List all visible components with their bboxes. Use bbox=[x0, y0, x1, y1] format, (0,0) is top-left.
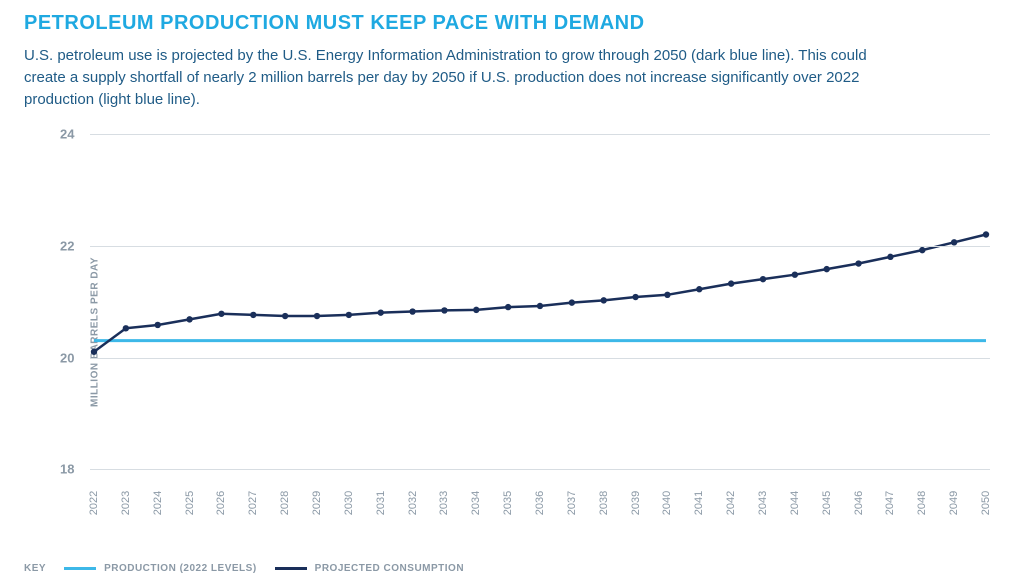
x-tick-label: 2035 bbox=[502, 491, 514, 515]
consumption-marker bbox=[123, 325, 129, 331]
legend-key-label: KEY bbox=[24, 563, 46, 574]
gridline bbox=[90, 469, 990, 470]
legend: KEY PRODUCTION (2022 LEVELS) PROJECTED C… bbox=[24, 563, 464, 574]
consumption-marker bbox=[186, 316, 192, 322]
y-tick-label: 24 bbox=[60, 127, 74, 142]
x-tick-label: 2044 bbox=[789, 491, 801, 515]
consumption-line bbox=[94, 235, 986, 352]
plot-area: 1820222420222023202420252026202720282029… bbox=[90, 134, 990, 469]
x-tick-label: 2023 bbox=[120, 491, 132, 515]
x-tick-label: 2028 bbox=[279, 491, 291, 515]
consumption-marker bbox=[250, 312, 256, 318]
x-tick-label: 2033 bbox=[438, 491, 450, 515]
x-tick-label: 2030 bbox=[343, 491, 355, 515]
x-tick-label: 2026 bbox=[215, 491, 227, 515]
x-tick-label: 2038 bbox=[598, 491, 610, 515]
x-tick-label: 2037 bbox=[566, 491, 578, 515]
consumption-marker bbox=[919, 247, 925, 253]
consumption-marker bbox=[855, 261, 861, 267]
consumption-marker bbox=[696, 286, 702, 292]
legend-item-consumption: PROJECTED CONSUMPTION bbox=[275, 563, 464, 574]
x-tick-label: 2049 bbox=[948, 491, 960, 515]
legend-swatch-consumption bbox=[275, 567, 307, 570]
chart-container: MILLION BARRELS PER DAY 1820222420222023… bbox=[24, 134, 1000, 529]
x-tick-label: 2042 bbox=[725, 491, 737, 515]
page-title: PETROLEUM PRODUCTION MUST KEEP PACE WITH… bbox=[24, 12, 1000, 35]
consumption-marker bbox=[346, 312, 352, 318]
x-tick-label: 2040 bbox=[661, 491, 673, 515]
consumption-marker bbox=[792, 272, 798, 278]
gridline bbox=[90, 134, 990, 135]
consumption-marker bbox=[91, 349, 97, 355]
x-tick-label: 2025 bbox=[184, 491, 196, 515]
x-tick-label: 2029 bbox=[311, 491, 323, 515]
gridline bbox=[90, 246, 990, 247]
consumption-marker bbox=[824, 266, 830, 272]
consumption-marker bbox=[441, 307, 447, 313]
consumption-marker bbox=[887, 254, 893, 260]
x-tick-label: 2024 bbox=[152, 491, 164, 515]
x-tick-label: 2048 bbox=[916, 491, 928, 515]
consumption-marker bbox=[601, 297, 607, 303]
consumption-marker bbox=[409, 309, 415, 315]
x-tick-label: 2036 bbox=[534, 491, 546, 515]
consumption-marker bbox=[378, 310, 384, 316]
x-tick-label: 2047 bbox=[884, 491, 896, 515]
legend-label-consumption: PROJECTED CONSUMPTION bbox=[315, 563, 464, 574]
consumption-marker bbox=[218, 311, 224, 317]
consumption-marker bbox=[505, 304, 511, 310]
x-tick-label: 2046 bbox=[853, 491, 865, 515]
consumption-marker bbox=[473, 307, 479, 313]
consumption-marker bbox=[569, 300, 575, 306]
chart-svg bbox=[90, 134, 990, 469]
y-tick-label: 18 bbox=[60, 462, 74, 477]
x-tick-label: 2050 bbox=[980, 491, 992, 515]
gridline bbox=[90, 358, 990, 359]
consumption-marker bbox=[314, 313, 320, 319]
y-tick-label: 20 bbox=[60, 350, 74, 365]
x-tick-label: 2043 bbox=[757, 491, 769, 515]
consumption-marker bbox=[728, 281, 734, 287]
consumption-marker bbox=[537, 303, 543, 309]
x-tick-label: 2034 bbox=[470, 491, 482, 515]
subtitle-text: U.S. petroleum use is projected by the U… bbox=[24, 45, 884, 110]
x-tick-label: 2041 bbox=[693, 491, 705, 515]
x-tick-label: 2039 bbox=[630, 491, 642, 515]
consumption-marker bbox=[282, 313, 288, 319]
consumption-marker bbox=[664, 292, 670, 298]
legend-swatch-production bbox=[64, 567, 96, 570]
x-tick-label: 2032 bbox=[407, 491, 419, 515]
consumption-marker bbox=[983, 232, 989, 238]
consumption-marker bbox=[951, 239, 957, 245]
consumption-marker bbox=[155, 322, 161, 328]
x-tick-label: 2027 bbox=[247, 491, 259, 515]
y-tick-label: 22 bbox=[60, 238, 74, 253]
x-tick-label: 2031 bbox=[375, 491, 387, 515]
legend-label-production: PRODUCTION (2022 LEVELS) bbox=[104, 563, 257, 574]
x-tick-label: 2045 bbox=[821, 491, 833, 515]
x-tick-label: 2022 bbox=[88, 491, 100, 515]
consumption-marker bbox=[760, 276, 766, 282]
legend-item-production: PRODUCTION (2022 LEVELS) bbox=[64, 563, 257, 574]
consumption-marker bbox=[632, 294, 638, 300]
